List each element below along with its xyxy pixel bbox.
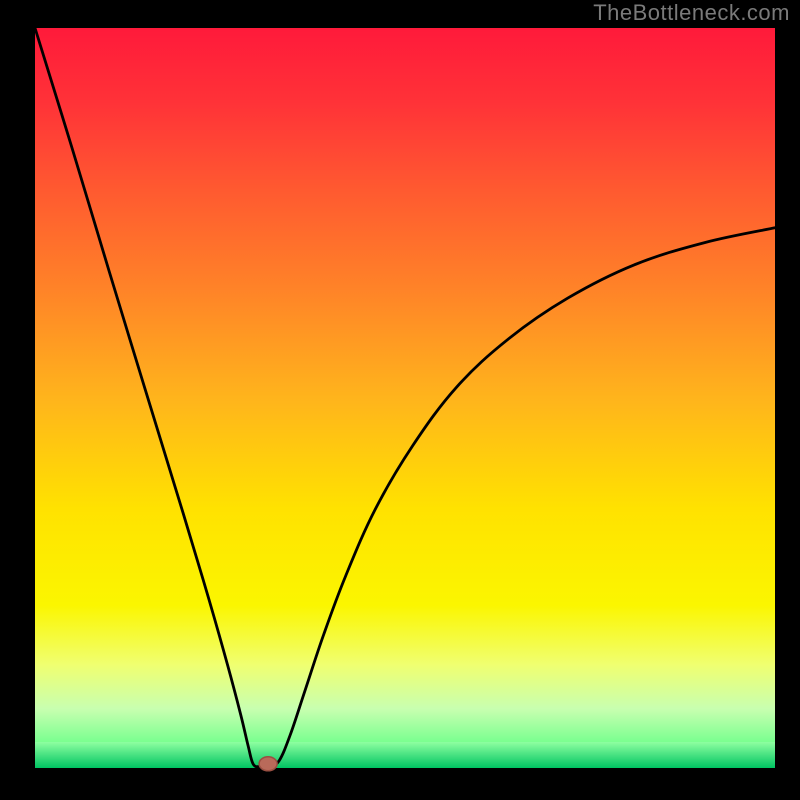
- minimum-marker: [259, 757, 277, 771]
- chart-svg-overlay: [0, 0, 800, 800]
- chart-container: TheBottleneck.com: [0, 0, 800, 800]
- bottleneck-curve: [35, 28, 775, 767]
